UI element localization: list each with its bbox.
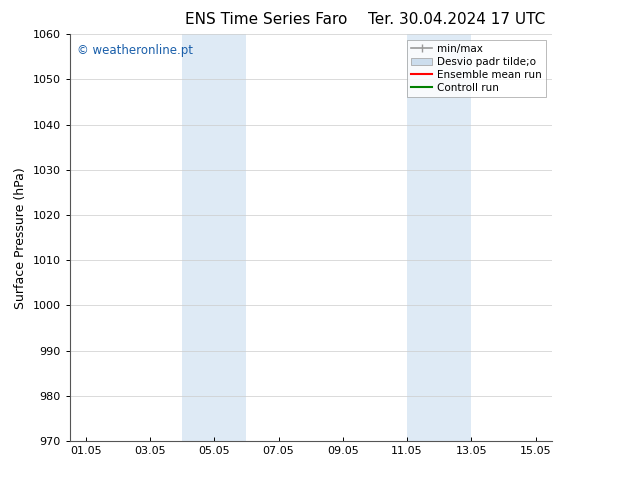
Y-axis label: Surface Pressure (hPa): Surface Pressure (hPa) [14, 167, 27, 309]
Text: © weatheronline.pt: © weatheronline.pt [77, 45, 193, 57]
Legend: min/max, Desvio padr tilde;o, Ensemble mean run, Controll run: min/max, Desvio padr tilde;o, Ensemble m… [407, 40, 547, 97]
Text: Ter. 30.04.2024 17 UTC: Ter. 30.04.2024 17 UTC [368, 12, 545, 27]
Bar [182, 34, 247, 441]
Text: ENS Time Series Faro: ENS Time Series Faro [185, 12, 347, 27]
Bar [407, 34, 471, 441]
